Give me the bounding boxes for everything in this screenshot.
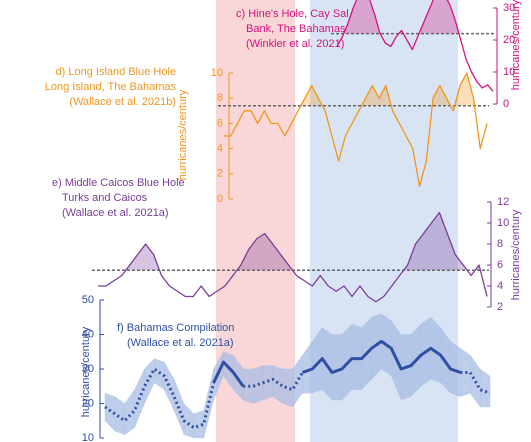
y-tick-label: 20 — [503, 34, 515, 46]
above-threshold-fill — [224, 73, 487, 106]
confidence-band — [351, 323, 362, 390]
panel-title: c) Hine's Hole, Cay Sal — [236, 8, 349, 20]
series-line — [212, 339, 461, 388]
y-tick-label: 30 — [503, 2, 515, 14]
y-tick-label: 0 — [217, 193, 223, 205]
y-tick-label: 6 — [497, 259, 503, 271]
y-tick-label: 8 — [217, 92, 223, 104]
y-tick-label: 20 — [82, 397, 94, 409]
series-line — [98, 211, 488, 303]
y-tick-label: 2 — [217, 168, 223, 180]
panel-title: Bank, The Bahamas — [246, 23, 346, 35]
panel-title: (Winkler et al. 2021) — [246, 38, 344, 50]
panel-title: (Wallace et al. 2021b) — [69, 96, 176, 108]
y-axis-label: hurricanes/century — [80, 326, 92, 417]
y-tick-label: 8 — [497, 238, 503, 250]
panel-title: f) Bahamas Compilation — [117, 322, 234, 334]
confidence-band — [104, 392, 116, 432]
panel-title: (Wallace et al. 2021a) — [127, 337, 234, 349]
y-tick-label: 4 — [497, 280, 503, 292]
y-tick-label: 6 — [217, 117, 223, 129]
confidence-band — [331, 334, 343, 401]
confidence-band — [479, 368, 491, 408]
series-line — [336, 0, 494, 92]
panel-title: Long Island, The Bahamas — [45, 81, 177, 93]
confidence-band — [302, 340, 313, 394]
panel-title: (Wallace et al. 2021a) — [62, 207, 169, 219]
confidence-band — [144, 358, 155, 404]
confidence-band — [163, 361, 175, 411]
y-tick-label: 10 — [497, 217, 509, 229]
panel-title: Turks and Caicos — [62, 192, 148, 204]
y-tick-label: 0 — [503, 98, 509, 110]
y-axis-label: hurricanes/century — [510, 209, 522, 300]
series-line — [104, 367, 491, 430]
confidence-band — [114, 396, 125, 435]
y-tick-label: 4 — [217, 143, 223, 155]
y-axis-label: hurricanes/century — [510, 0, 522, 90]
confidence-band — [470, 354, 481, 408]
y-tick-label: 10 — [503, 66, 515, 78]
y-tick-label: 50 — [82, 294, 94, 306]
panel-title: e) Middle Caicos Blue Hole — [52, 177, 185, 189]
panel-title: d) Long Island Blue Hole — [56, 66, 176, 78]
series-line — [224, 72, 488, 188]
y-axis-label: hurricanes/century — [177, 89, 189, 180]
y-tick-label: 10 — [211, 67, 223, 79]
confidence-band — [203, 368, 214, 439]
y-tick-label: 40 — [82, 328, 94, 340]
y-tick-label: 10 — [82, 432, 94, 442]
y-tick-label: 30 — [82, 363, 94, 375]
y-tick-label: 2 — [497, 301, 503, 313]
above-threshold-fill — [337, 0, 493, 34]
above-threshold-fill — [98, 212, 487, 271]
y-tick-label: 12 — [497, 196, 509, 208]
